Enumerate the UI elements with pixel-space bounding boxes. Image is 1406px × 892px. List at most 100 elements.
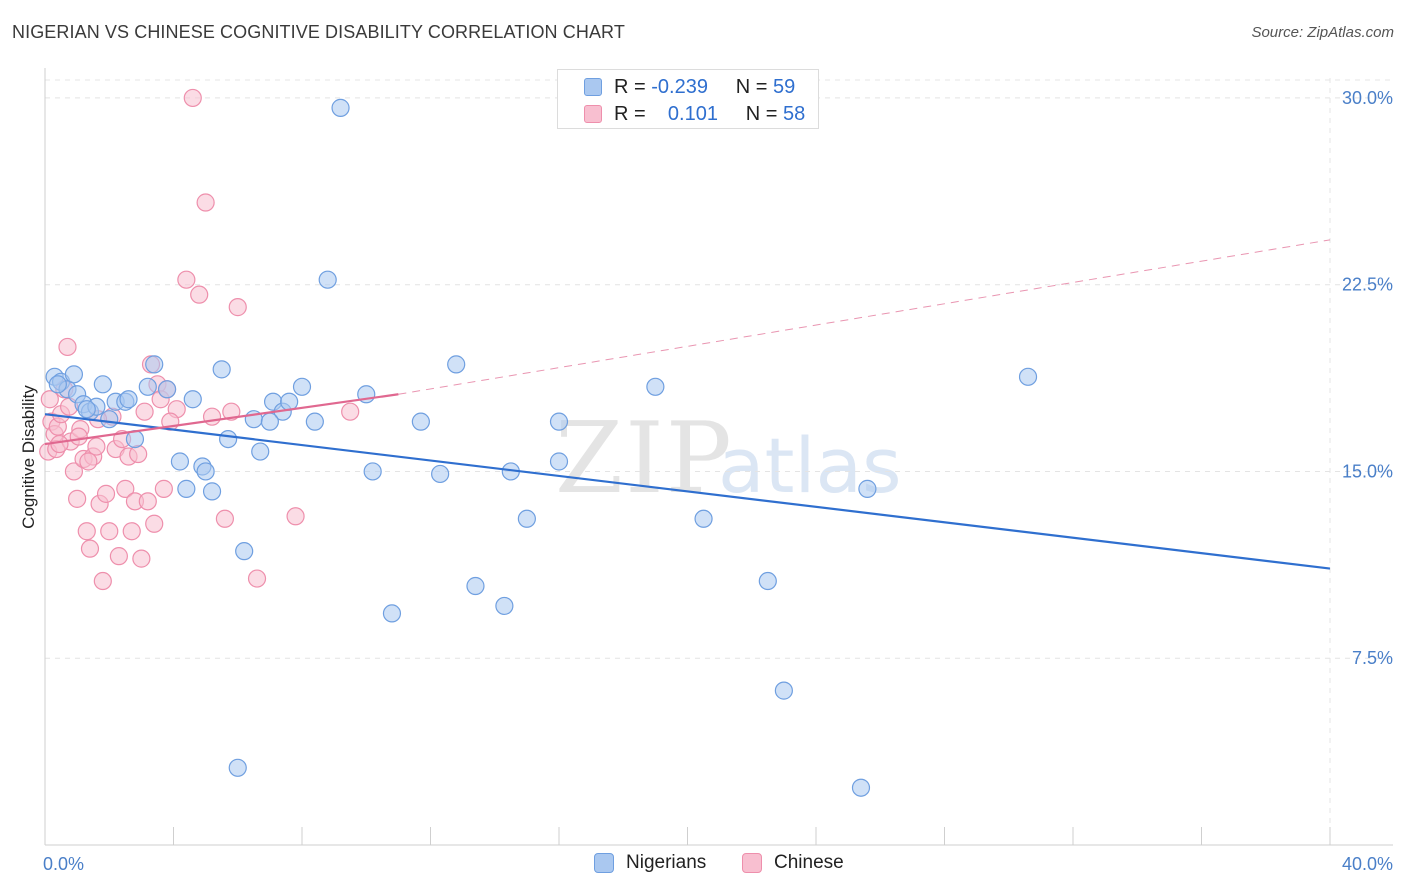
y-tick-labels: 7.5% 15.0% 22.5% 30.0% — [1342, 88, 1393, 668]
y-tick-label: 30.0% — [1342, 88, 1393, 108]
nigerian-point — [447, 355, 466, 374]
chinese-point — [154, 479, 173, 498]
chinese-point — [68, 489, 87, 508]
y-tick-label: 7.5% — [1352, 648, 1393, 668]
legend-label-nigerians: Nigerians — [626, 852, 707, 873]
legend-n-value-nigerians: 59 — [773, 76, 796, 98]
chinese-point — [222, 402, 241, 421]
nigerian-point — [157, 380, 177, 399]
nigerian-point — [183, 390, 202, 409]
nigerian-point — [517, 509, 536, 528]
chinese-point — [145, 514, 164, 533]
chinese-point — [138, 492, 157, 511]
nigerian-point — [219, 429, 238, 449]
chinese-point — [64, 462, 84, 481]
chinese-point — [196, 193, 215, 212]
watermark: ZIP atlas — [555, 402, 902, 516]
nigerian-point — [331, 98, 350, 117]
legend-label-chinese: Chinese — [774, 852, 844, 873]
nigerian-point — [64, 365, 84, 384]
chinese-point — [247, 569, 267, 588]
chinese-point — [116, 479, 135, 498]
nigerian-point — [549, 412, 569, 431]
chinese-trend-line — [44, 393, 399, 446]
chinese-point — [77, 522, 96, 541]
chinese-point — [286, 507, 305, 526]
chinese-point — [50, 434, 69, 454]
chinese-point — [228, 298, 247, 317]
chinese-point — [93, 571, 112, 591]
chinese-point — [100, 522, 119, 541]
chinese-point — [79, 452, 98, 471]
legend-n-value-chinese: 58 — [783, 103, 806, 125]
y-tick-label: 15.0% — [1342, 461, 1393, 481]
nigerian-point — [235, 542, 254, 561]
nigerian-point — [145, 355, 164, 374]
nigerian-point — [646, 377, 665, 396]
nigerian-point — [549, 452, 569, 471]
legend-swatch-pink — [584, 105, 602, 123]
chinese-points — [39, 88, 360, 591]
chinese-point — [132, 549, 151, 568]
chinese-point — [58, 337, 77, 357]
nigerian-point — [466, 576, 485, 596]
nigerian-trend-line — [44, 413, 1331, 570]
legend-n-label: N = — [735, 76, 768, 98]
nigerian-point — [495, 596, 514, 616]
legend-r-value-chinese: 0.101 — [667, 103, 718, 125]
y-tick-label: 22.5% — [1342, 275, 1393, 295]
x-tick-label-min: 0.0% — [43, 854, 84, 874]
x-tick-label-max: 40.0% — [1342, 854, 1393, 874]
chinese-point — [69, 427, 88, 446]
nigerian-point — [196, 462, 215, 481]
nigerian-point — [758, 571, 777, 591]
source-label: Source: ZipAtlas.com — [1251, 24, 1394, 41]
chinese-point — [129, 444, 148, 464]
nigerian-point — [431, 464, 450, 484]
nigerian-point — [77, 400, 96, 419]
nigerian-point — [318, 270, 337, 289]
correlation-legend: R = -0.239 N = 59 R = 0.101 N = 58 — [557, 69, 819, 129]
nigerian-point — [694, 509, 713, 528]
nigerian-point — [774, 681, 793, 700]
chinese-point — [80, 539, 100, 558]
chinese-point — [177, 270, 196, 289]
chinese-trend-extension — [398, 239, 1331, 395]
nigerian-point — [1018, 367, 1038, 386]
nigerian-point — [280, 392, 299, 411]
nigerian-point — [292, 377, 312, 396]
nigerian-point — [363, 462, 382, 481]
watermark-atlas: atlas — [718, 421, 902, 510]
trend-lines — [44, 239, 1331, 570]
nigerian-point — [411, 412, 430, 431]
nigerian-points — [45, 98, 1038, 797]
chinese-point — [190, 285, 209, 304]
nigerian-point — [851, 778, 871, 797]
legend-swatch-chinese — [742, 853, 762, 873]
chinese-point — [202, 407, 222, 426]
nigerian-point — [177, 479, 196, 498]
chinese-point — [135, 402, 154, 421]
nigerian-point — [260, 412, 279, 431]
nigerian-point — [202, 482, 222, 501]
nigerian-point — [305, 412, 324, 431]
chinese-point — [215, 509, 234, 528]
nigerian-point — [170, 452, 190, 471]
nigerian-point — [251, 442, 270, 461]
chinese-point — [87, 437, 106, 456]
nigerian-point — [138, 377, 157, 396]
watermark-zip: ZIP — [555, 402, 734, 516]
grid-lines — [45, 78, 1393, 845]
legend-swatch-blue — [584, 78, 602, 96]
chinese-point — [96, 484, 116, 503]
chinese-point — [40, 390, 59, 409]
nigerian-point — [48, 375, 67, 394]
nigerian-point — [228, 758, 247, 777]
legend-r-value-nigerians: -0.239 — [651, 76, 708, 98]
legend-n-label: N = — [745, 103, 778, 125]
legend-swatch-nigerians — [594, 853, 614, 873]
nigerian-point — [100, 410, 119, 429]
chinese-point — [341, 402, 360, 421]
series-legend: Nigerians Chinese — [0, 851, 1406, 877]
